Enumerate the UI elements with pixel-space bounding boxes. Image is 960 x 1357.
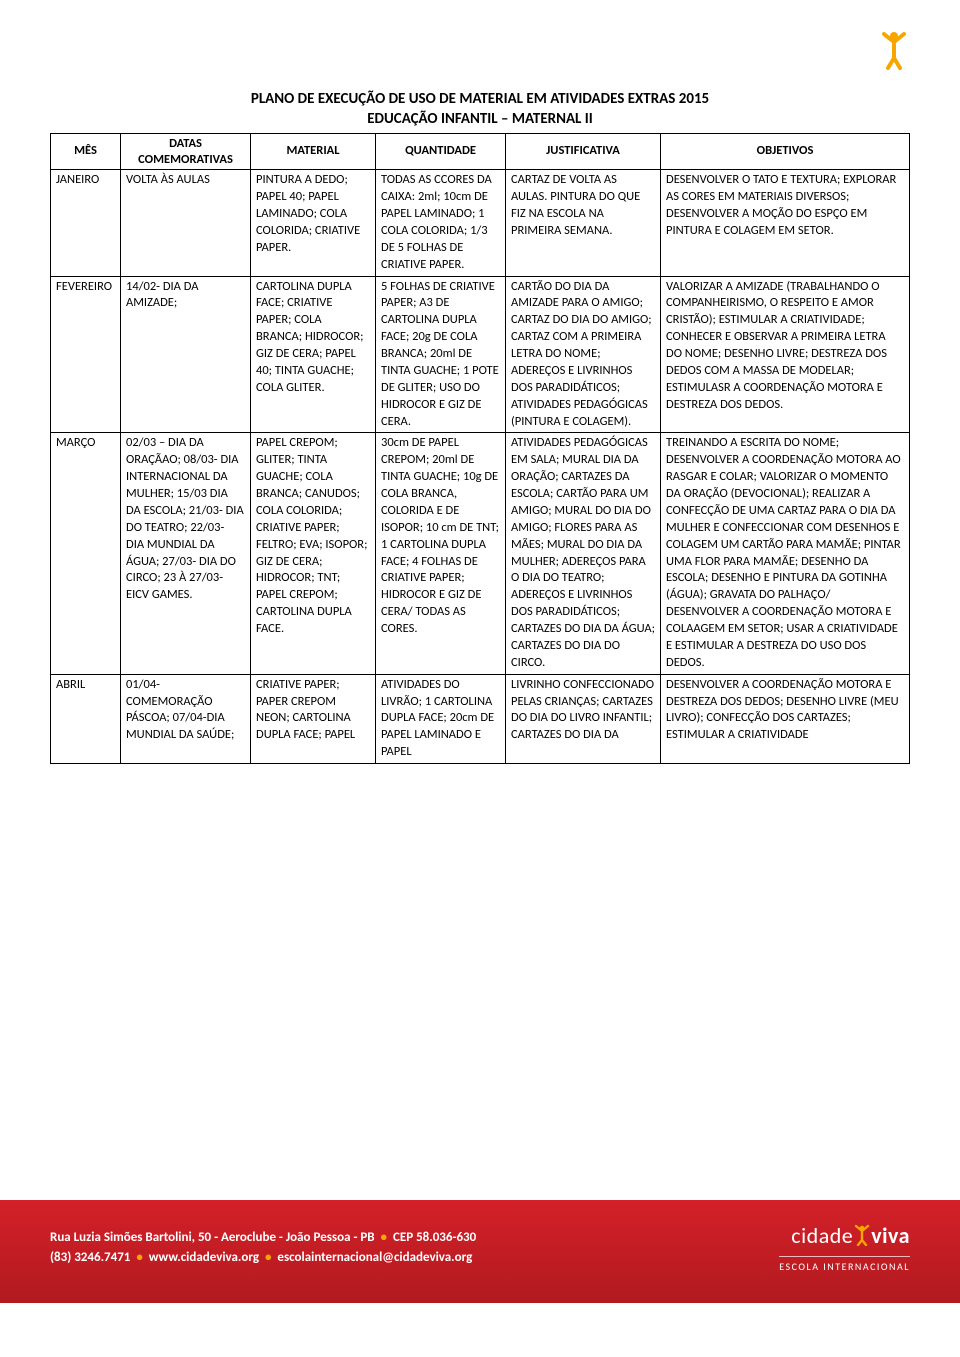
cell-quantidade: ATIVIDADES DO LIVRÃO; 1 CARTOLINA DUPLA …: [376, 674, 506, 763]
cell-material: PAPEL CREPOM; GLITER; TINTA GUACHE; COLA…: [251, 433, 376, 674]
document-title: PLANO DE EXECUÇÃO DE USO DE MATERIAL EM …: [50, 90, 910, 129]
cell-justificativa: CARTÃO DO DIA DA AMIZADE PARA O AMIGO; C…: [506, 276, 661, 433]
header-logo-icon: [878, 30, 910, 75]
footer-address: Rua Luzia Simões Bartolini, 50 - Aeroclu…: [50, 1230, 375, 1245]
cell-justificativa: ATIVIDADES PEDAGÓGICAS EM SALA; MURAL DI…: [506, 433, 661, 674]
col-header-material: MATERIAL: [251, 134, 376, 170]
cell-objetivos: TREINANDO A ESCRITA DO NOME; DESENVOLVER…: [661, 433, 910, 674]
table-row: ABRIL 01/04- COMEMORAÇÃO PÁSCOA; 07/04-D…: [51, 674, 910, 763]
footer-contact-line: (83) 3246.7471 • www.cidadeviva.org • es…: [50, 1248, 476, 1268]
cell-quantidade: 30cm DE PAPEL CREPOM; 20ml DE TINTA GUAC…: [376, 433, 506, 674]
cell-datas: VOLTA ÀS AULAS: [121, 170, 251, 276]
footer-logo-text: cidade viva: [779, 1222, 910, 1252]
materials-table: MÊS DATAS COMEMORATIVAS MATERIAL QUANTID…: [50, 133, 910, 764]
footer-contact: Rua Luzia Simões Bartolini, 50 - Aeroclu…: [50, 1228, 476, 1267]
col-header-objetivos: OBJETIVOS: [661, 134, 910, 170]
footer-address-line: Rua Luzia Simões Bartolini, 50 - Aeroclu…: [50, 1228, 476, 1248]
col-header-quantidade: QUANTIDADE: [376, 134, 506, 170]
document-page: PLANO DE EXECUÇÃO DE USO DE MATERIAL EM …: [0, 0, 960, 1200]
cell-objetivos: VALORIZAR A AMIZADE (TRABALHANDO O COMPA…: [661, 276, 910, 433]
footer-brand: cidade viva ESCOLA INTERNACIONAL: [779, 1222, 910, 1273]
table-row: JANEIRO VOLTA ÀS AULAS PINTURA A DEDO; P…: [51, 170, 910, 276]
cell-mes: JANEIRO: [51, 170, 121, 276]
cell-quantidade: TODAS AS CCORES DA CAIXA: 2ml; 10cm DE P…: [376, 170, 506, 276]
cell-justificativa: CARTAZ DE VOLTA AS AULAS. PINTURA DO QUE…: [506, 170, 661, 276]
bullet-icon: •: [133, 1250, 145, 1265]
cell-mes: ABRIL: [51, 674, 121, 763]
col-header-datas: DATAS COMEMORATIVAS: [121, 134, 251, 170]
bullet-icon: •: [262, 1250, 274, 1265]
footer-site: www.cidadeviva.org: [149, 1250, 259, 1265]
cell-justificativa: LIVRINHO CONFECCIONADO PELAS CRIANÇAS; C…: [506, 674, 661, 763]
footer-email: escolainternacional@cidadeviva.org: [277, 1250, 472, 1265]
cell-datas: 01/04- COMEMORAÇÃO PÁSCOA; 07/04-DIA MUN…: [121, 674, 251, 763]
table-row: MARÇO 02/03 – DIA DA ORAÇÃAO; 08/03- DIA…: [51, 433, 910, 674]
cell-material: PINTURA A DEDO; PAPEL 40; PAPEL LAMINADO…: [251, 170, 376, 276]
table-body: JANEIRO VOLTA ÀS AULAS PINTURA A DEDO; P…: [51, 170, 910, 764]
cell-material: CARTOLINA DUPLA FACE; CRIATIVE PAPER; CO…: [251, 276, 376, 433]
title-line-1: PLANO DE EXECUÇÃO DE USO DE MATERIAL EM …: [50, 90, 910, 110]
cell-objetivos: DESENVOLVER O TATO E TEXTURA; EXPLORAR A…: [661, 170, 910, 276]
footer-brand-sub: ESCOLA INTERNACIONAL: [779, 1256, 910, 1273]
cell-quantidade: 5 FOLHAS DE CRIATIVE PAPER; A3 DE CARTOL…: [376, 276, 506, 433]
brand-word-b: viva: [871, 1222, 910, 1249]
cell-mes: MARÇO: [51, 433, 121, 674]
col-header-mes: MÊS: [51, 134, 121, 170]
table-header-row: MÊS DATAS COMEMORATIVAS MATERIAL QUANTID…: [51, 134, 910, 170]
col-header-justificativa: JUSTIFICATIVA: [506, 134, 661, 170]
cell-datas: 14/02- DIA DA AMIZADE;: [121, 276, 251, 433]
cell-datas: 02/03 – DIA DA ORAÇÃAO; 08/03- DIA INTER…: [121, 433, 251, 674]
page-footer: Rua Luzia Simões Bartolini, 50 - Aeroclu…: [0, 1200, 960, 1303]
cell-material: CRIATIVE PAPER; PAPER CREPOM NEON; CARTO…: [251, 674, 376, 763]
cell-mes: FEVEREIRO: [51, 276, 121, 433]
cell-objetivos: DESENVOLVER A COORDENAÇÃO MOTORA E DESTR…: [661, 674, 910, 763]
footer-cep: CEP 58.036-630: [393, 1230, 476, 1245]
person-icon: [853, 1224, 871, 1252]
brand-word-a: cidade: [791, 1222, 853, 1249]
title-line-2: EDUCAÇÃO INFANTIL – MATERNAL II: [50, 110, 910, 130]
footer-phone: (83) 3246.7471: [50, 1250, 130, 1265]
bullet-icon: •: [378, 1230, 390, 1245]
table-row: FEVEREIRO 14/02- DIA DA AMIZADE; CARTOLI…: [51, 276, 910, 433]
